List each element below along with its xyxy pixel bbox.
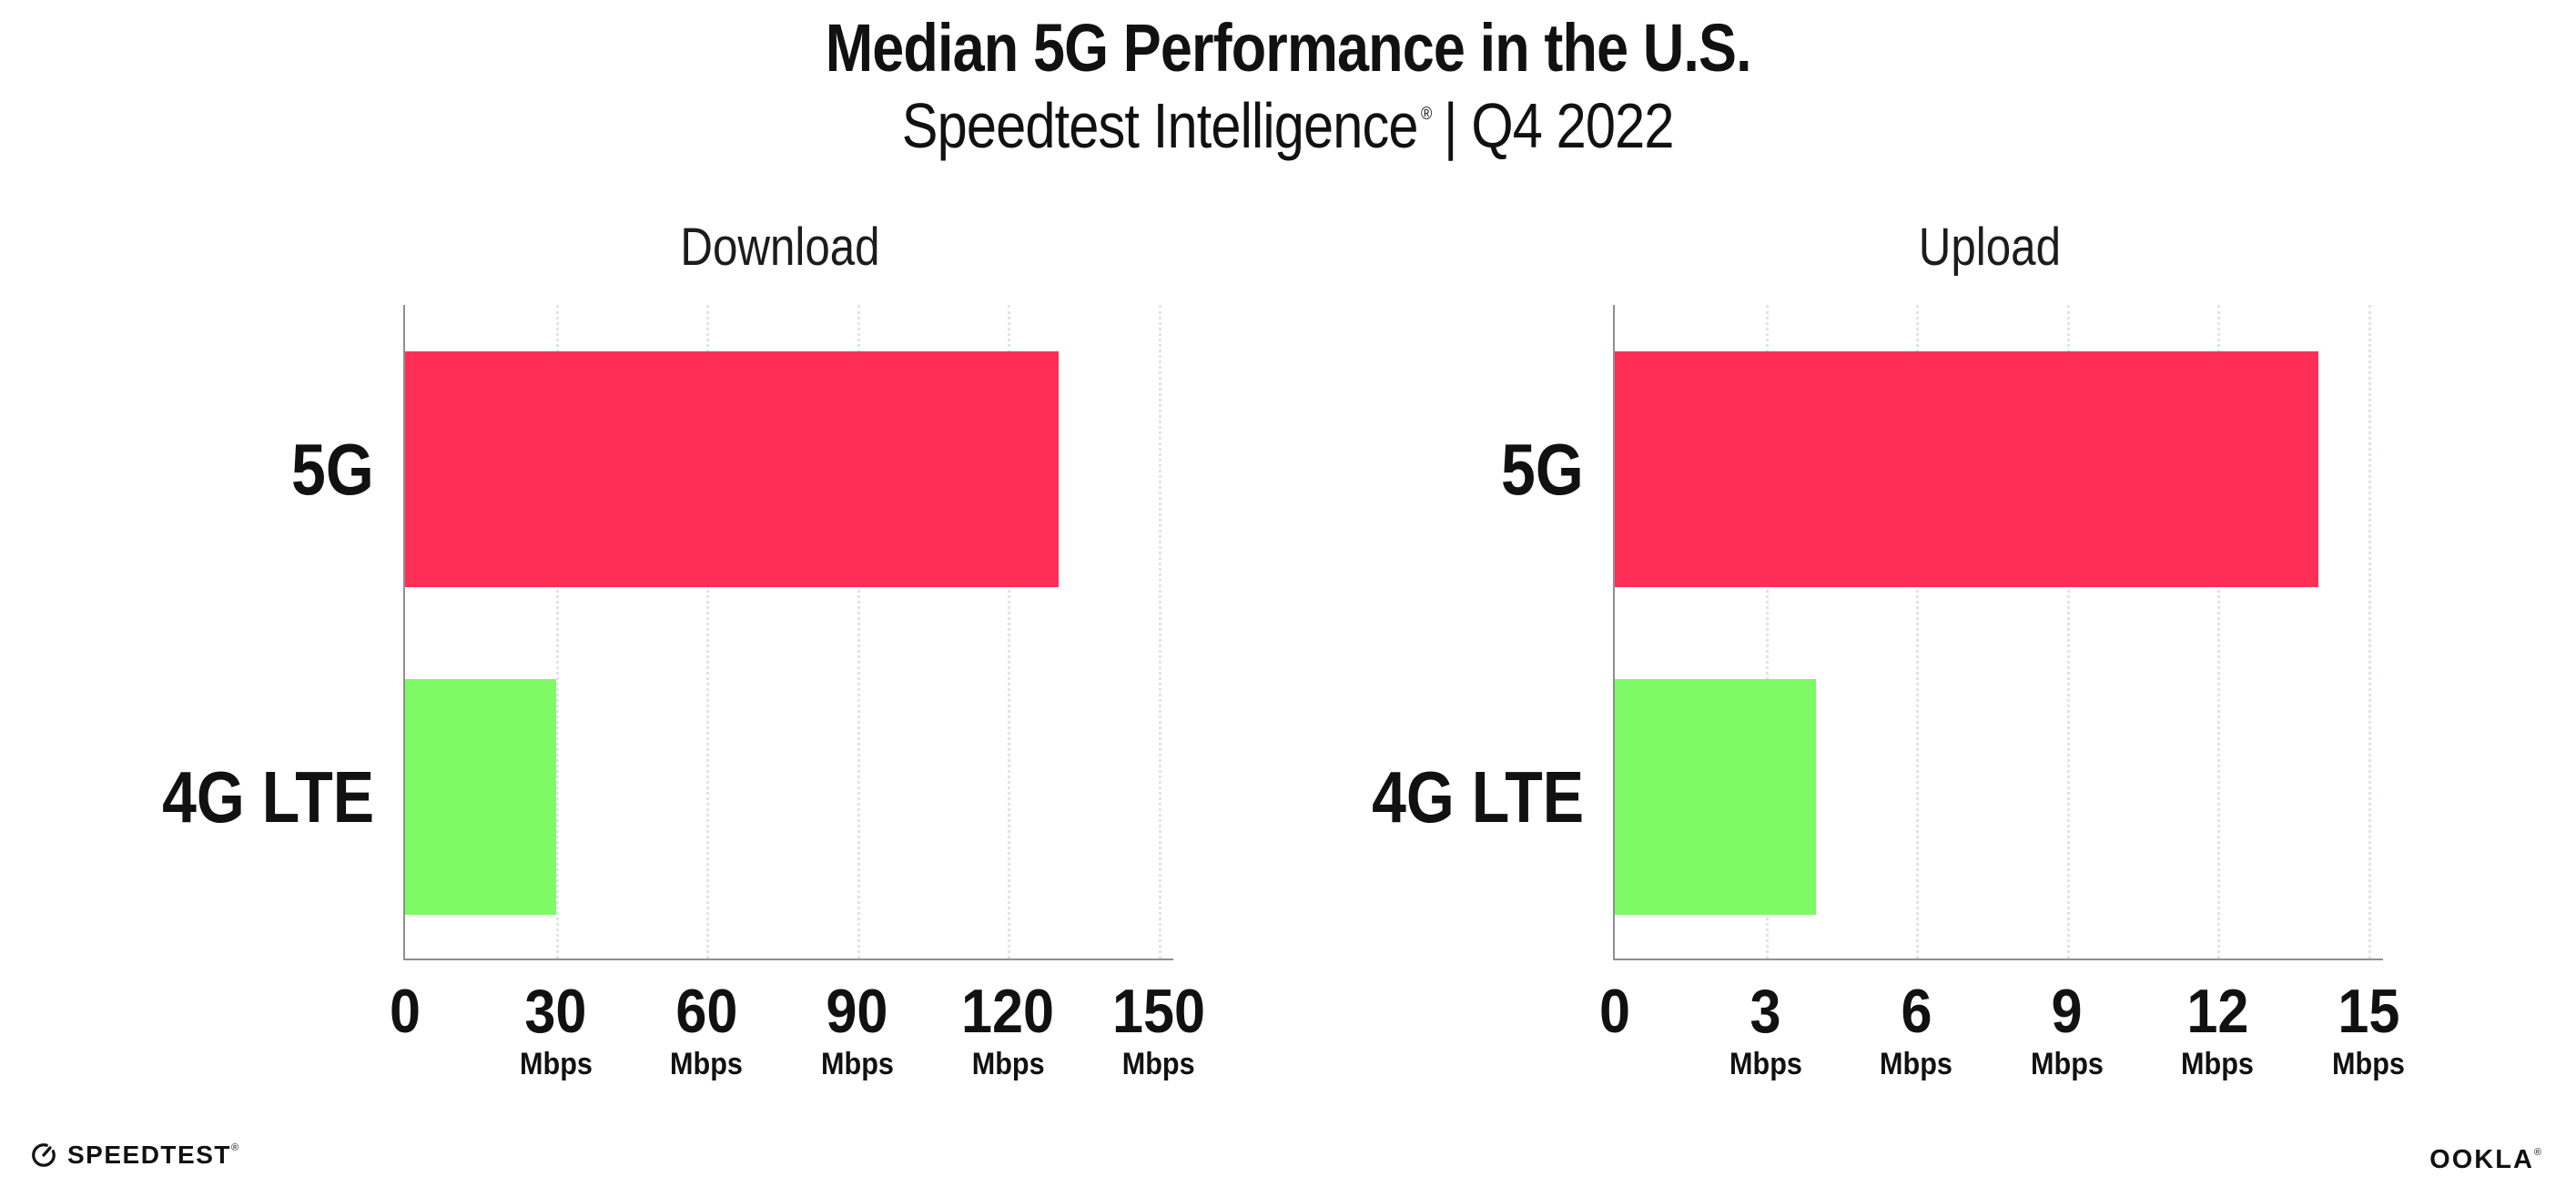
x-tick-value-text: 15 [2337,977,2400,1046]
x-tick-unit-text: Mbps [2332,1046,2405,1081]
x-tick-unit-text: Mbps [1729,1046,1802,1081]
gridline [2066,305,2070,959]
upload-chart: Upload 5G 4G LTE 0 3 Mbps 6 Mbps 9 Mbps 12 Mbps 15 M… [1372,218,2405,1138]
x-tick-unit: Mbps [1876,1049,1957,1080]
download-chart: Download 5G 4G LTE 0 30 Mbps 60 Mbps 90 Mbps 120 M… [162,218,1205,1138]
download-chart-title: Download [680,218,880,277]
category-label-5g: 5G [277,428,374,510]
x-tick-6: 6 Mbps [1876,977,1957,1080]
x-tick-value: 9 [2026,977,2107,1046]
x-tick-unit: Mbps [2177,1049,2258,1080]
ookla-logo: OOKLA® [2429,1145,2543,1174]
x-tick-value-text: 3 [1749,977,1781,1046]
x-tick-value-text: 30 [524,977,587,1046]
category-label-5g: 5G [1486,428,1584,510]
x-tick-unit-text: Mbps [971,1046,1045,1081]
x-tick-0: 0 [388,977,422,1046]
category-label-text: 4G LTE [162,756,374,837]
speedtest-logo: SPEEDTEST® [30,1141,240,1169]
bar-5g [405,351,1059,587]
x-tick-60: 60 Mbps [666,977,747,1080]
category-label-text: 5G [1501,428,1584,510]
gridline [857,305,860,959]
subtitle-brand: Speedtest Intelligence [902,89,1419,161]
x-tick-value: 0 [1597,977,1632,1046]
x-tick-value: 6 [1876,977,1957,1046]
x-tick-value: 15 [2328,977,2409,1046]
registered-trademark-icon: ® [1421,104,1432,125]
x-tick-value: 150 [1107,977,1210,1046]
x-tick-unit-text: Mbps [2181,1046,2255,1081]
x-tick-unit: Mbps [957,1049,1060,1080]
x-tick-0: 0 [1597,977,1632,1046]
speedtest-gauge-icon [32,1143,56,1167]
upload-chart-title: Upload [1918,218,2062,277]
x-tick-90: 90 Mbps [816,977,898,1080]
x-tick-value: 90 [816,977,898,1046]
x-tick-unit: Mbps [1725,1049,1806,1080]
x-tick-unit-text: Mbps [519,1046,593,1081]
x-tick-unit-text: Mbps [1880,1046,1953,1081]
page-subtitle: Speedtest Intelligence ® | Q4 2022 [0,89,2576,161]
x-tick-unit: Mbps [2026,1049,2107,1080]
x-tick-value-text: 0 [389,977,421,1046]
x-tick-9: 9 Mbps [2026,977,2107,1080]
x-tick-3: 3 Mbps [1725,977,1806,1080]
x-tick-value-text: 90 [826,977,888,1046]
bar-4g-lte [1615,679,1816,915]
category-label-text: 4G LTE [1372,756,1584,837]
x-tick-unit-text: Mbps [1122,1046,1195,1081]
category-label-4g-lte: 4G LTE [1334,756,1584,837]
x-tick-value: 60 [666,977,747,1046]
x-tick-unit: Mbps [515,1049,596,1080]
x-tick-12: 12 Mbps [2177,977,2258,1080]
x-tick-150: 150 Mbps [1107,977,1210,1080]
category-label-4g-lte: 4G LTE [125,756,374,837]
bar-4g-lte [405,679,556,915]
x-tick-value: 3 [1725,977,1806,1046]
x-tick-30: 30 Mbps [515,977,596,1080]
gridline [1159,305,1161,959]
figure-header: Median 5G Performance in the U.S. Speedt… [0,13,2576,159]
speedtest-wordmark: SPEEDTEST® [67,1141,240,1169]
gridline [2217,305,2221,959]
page-title: Median 5G Performance in the U.S. [825,10,1751,86]
subtitle-period: | Q4 2022 [1444,89,1674,161]
gridline [1765,305,1769,959]
x-tick-value-text: 150 [1111,977,1206,1046]
download-plot-area: 5G 4G LTE 0 30 Mbps 60 Mbps 90 Mbps 120 Mbps 150 Mbp… [162,305,1205,1080]
x-tick-value: 120 [957,977,1060,1046]
x-tick-120: 120 Mbps [957,977,1060,1080]
gridline [555,305,559,959]
x-tick-value-text: 120 [961,977,1055,1046]
x-tick-value: 12 [2177,977,2258,1046]
x-tick-unit-text: Mbps [2030,1046,2104,1081]
x-tick-15: 15 Mbps [2328,977,2409,1080]
x-tick-value-text: 60 [675,977,738,1046]
x-tick-unit: Mbps [2328,1049,2409,1080]
speedtest-registered-icon: ® [230,1142,240,1153]
x-tick-unit: Mbps [666,1049,747,1080]
ookla-registered-icon: ® [2533,1147,2543,1158]
x-tick-unit-text: Mbps [670,1046,744,1081]
bar-5g [1615,351,2318,587]
x-tick-value: 0 [388,977,422,1046]
x-tick-value-text: 12 [2186,977,2249,1046]
x-tick-value-text: 0 [1598,977,1631,1046]
upload-plot-area: 5G 4G LTE 0 3 Mbps 6 Mbps 9 Mbps 12 Mbps 15 Mbps [1372,305,2405,1080]
x-tick-value: 30 [515,977,596,1046]
x-tick-unit: Mbps [1107,1049,1210,1080]
gridline [2368,305,2371,959]
gridline [1008,305,1011,959]
gridline [1916,305,1920,959]
x-tick-unit: Mbps [816,1049,898,1080]
category-label-text: 5G [291,428,374,510]
x-tick-value-text: 6 [1901,977,1932,1046]
x-tick-unit-text: Mbps [820,1046,894,1081]
gridline [706,305,710,959]
x-tick-value-text: 9 [2051,977,2083,1046]
